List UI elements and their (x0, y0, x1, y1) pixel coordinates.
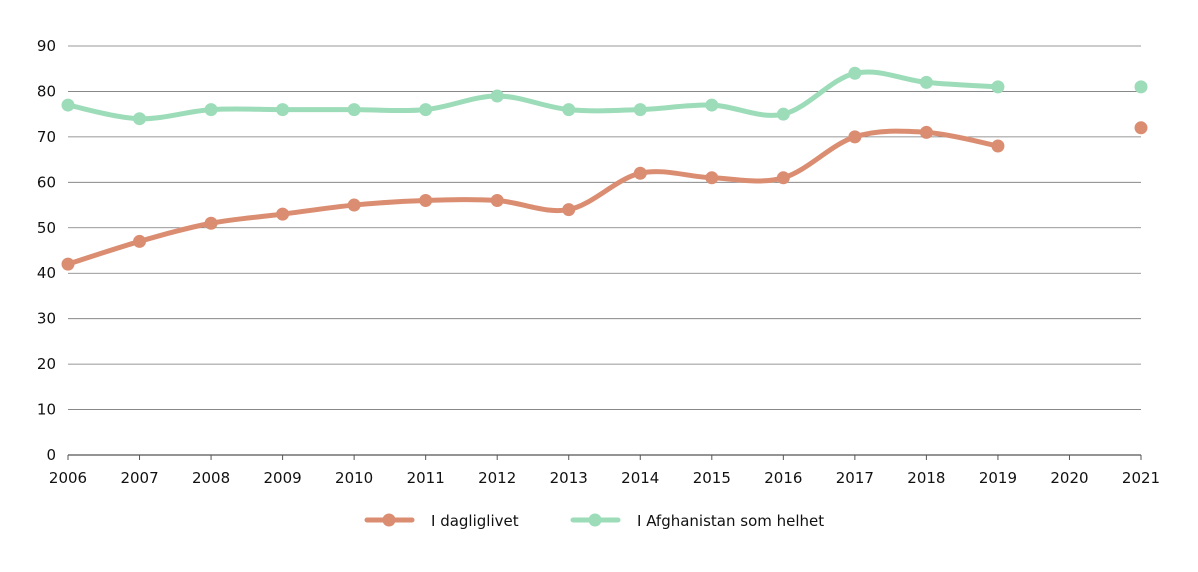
legend: I dagliglivet I Afghanistan som helhet (364, 512, 824, 530)
data-point (61, 257, 75, 271)
data-point (490, 89, 504, 103)
series-lines (61, 66, 1148, 271)
data-point (705, 98, 719, 112)
x-tick-label: 2013 (550, 469, 588, 487)
x-tick-label: 2020 (1050, 469, 1088, 487)
data-point (490, 194, 504, 208)
x-tick-label: 2006 (49, 469, 87, 487)
data-point (419, 194, 433, 208)
x-tick-label: 2008 (192, 469, 230, 487)
data-point (919, 75, 933, 89)
y-tick-label: 10 (37, 401, 56, 419)
data-point (776, 107, 790, 121)
y-tick-label: 50 (37, 219, 56, 237)
data-point (347, 103, 361, 117)
data-point (776, 171, 790, 185)
x-tick-label: 2010 (335, 469, 373, 487)
y-tick-label: 80 (37, 82, 56, 100)
data-point (633, 103, 647, 117)
y-tick-label: 0 (46, 446, 56, 464)
x-tick-label: 2016 (764, 469, 802, 487)
data-point (633, 166, 647, 180)
data-point (61, 98, 75, 112)
x-tick-label: 2021 (1122, 469, 1160, 487)
series-line (65, 128, 1001, 267)
data-point (133, 234, 147, 248)
series-1 (61, 66, 1148, 126)
x-tick-label: 2007 (120, 469, 158, 487)
legend-swatch-marker (588, 513, 602, 527)
y-tick-label: 20 (37, 355, 56, 373)
data-point (562, 203, 576, 217)
y-tick-label: 70 (37, 128, 56, 146)
x-tick-label: 2012 (478, 469, 516, 487)
x-tick-label: 2019 (979, 469, 1017, 487)
x-tick-label: 2011 (407, 469, 445, 487)
data-point (1134, 80, 1148, 94)
series-line (65, 69, 1001, 122)
data-point (919, 125, 933, 139)
data-point (705, 171, 719, 185)
data-point (991, 80, 1005, 94)
x-tick-label: 2015 (693, 469, 731, 487)
data-point (276, 207, 290, 221)
y-tick-label: 30 (37, 310, 56, 328)
y-axis: 0 10 20 30 40 50 60 70 80 90 (37, 37, 56, 464)
y-tick-label: 90 (37, 37, 56, 55)
grid (68, 45, 1141, 456)
data-point (562, 103, 576, 117)
y-tick-label: 40 (37, 264, 56, 282)
series-0 (61, 121, 1148, 271)
x-tick-label: 2017 (836, 469, 874, 487)
x-tick-label: 2018 (907, 469, 945, 487)
data-point (419, 103, 433, 117)
legend-label: I dagliglivet (431, 512, 519, 530)
data-point (204, 216, 218, 230)
legend-label: I Afghanistan som helhet (637, 512, 824, 530)
data-point (1134, 121, 1148, 135)
legend-swatch-marker (382, 513, 396, 527)
data-point (204, 103, 218, 117)
data-point (276, 103, 290, 117)
data-point (848, 66, 862, 80)
data-point (991, 139, 1005, 153)
x-tick-label: 2014 (621, 469, 659, 487)
x-axis: 2006 2007 2008 2009 2010 2011 2012 2013 2014 2015… (49, 455, 1160, 487)
x-tick-label: 2009 (264, 469, 302, 487)
data-point (133, 112, 147, 126)
data-point (347, 198, 361, 212)
data-point (848, 130, 862, 144)
y-tick-label: 60 (37, 173, 56, 191)
